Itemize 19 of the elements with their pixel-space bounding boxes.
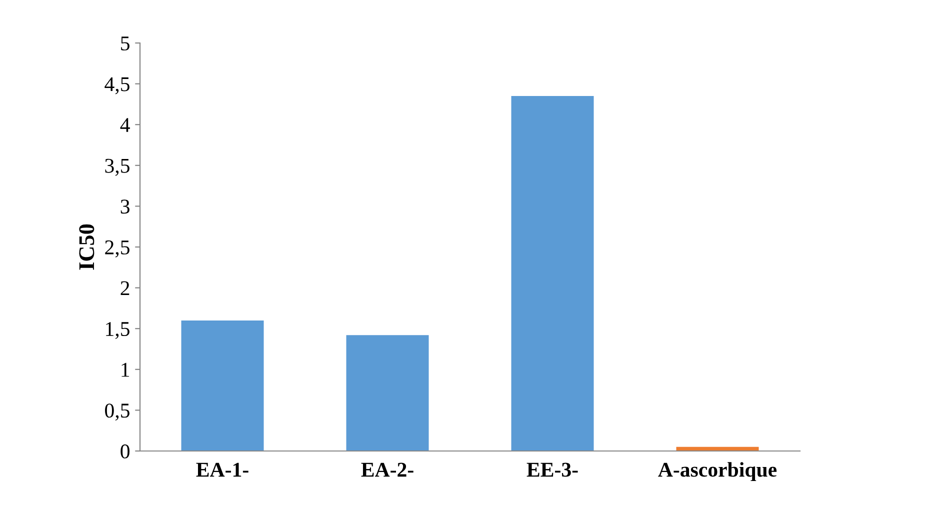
y-axis-title: IC50 xyxy=(79,224,94,270)
y-tick-label: 0,5 xyxy=(105,404,130,421)
y-tick-label: 4,5 xyxy=(104,77,130,94)
y-tick-label: 3,5 xyxy=(105,158,130,176)
x-tick-label: EA-2- xyxy=(361,462,414,477)
y-tick-label: 2 xyxy=(120,281,130,296)
y-tick-label: 3 xyxy=(120,200,130,214)
y-tick-label: 1,5 xyxy=(106,322,130,340)
bar xyxy=(511,96,594,451)
y-tick-label: 4 xyxy=(120,118,130,132)
y-tick-label: 1 xyxy=(122,362,130,377)
y-tick-label: 2,5 xyxy=(105,240,130,258)
x-tick-label: A-ascorbique xyxy=(658,462,777,482)
bar xyxy=(181,320,264,451)
x-tick-label: EE-3- xyxy=(526,462,578,477)
y-tick-label: 5 xyxy=(121,36,130,50)
bar xyxy=(346,335,429,451)
y-tick-label: 0 xyxy=(120,444,130,458)
x-tick-label: EA-1- xyxy=(196,462,248,477)
